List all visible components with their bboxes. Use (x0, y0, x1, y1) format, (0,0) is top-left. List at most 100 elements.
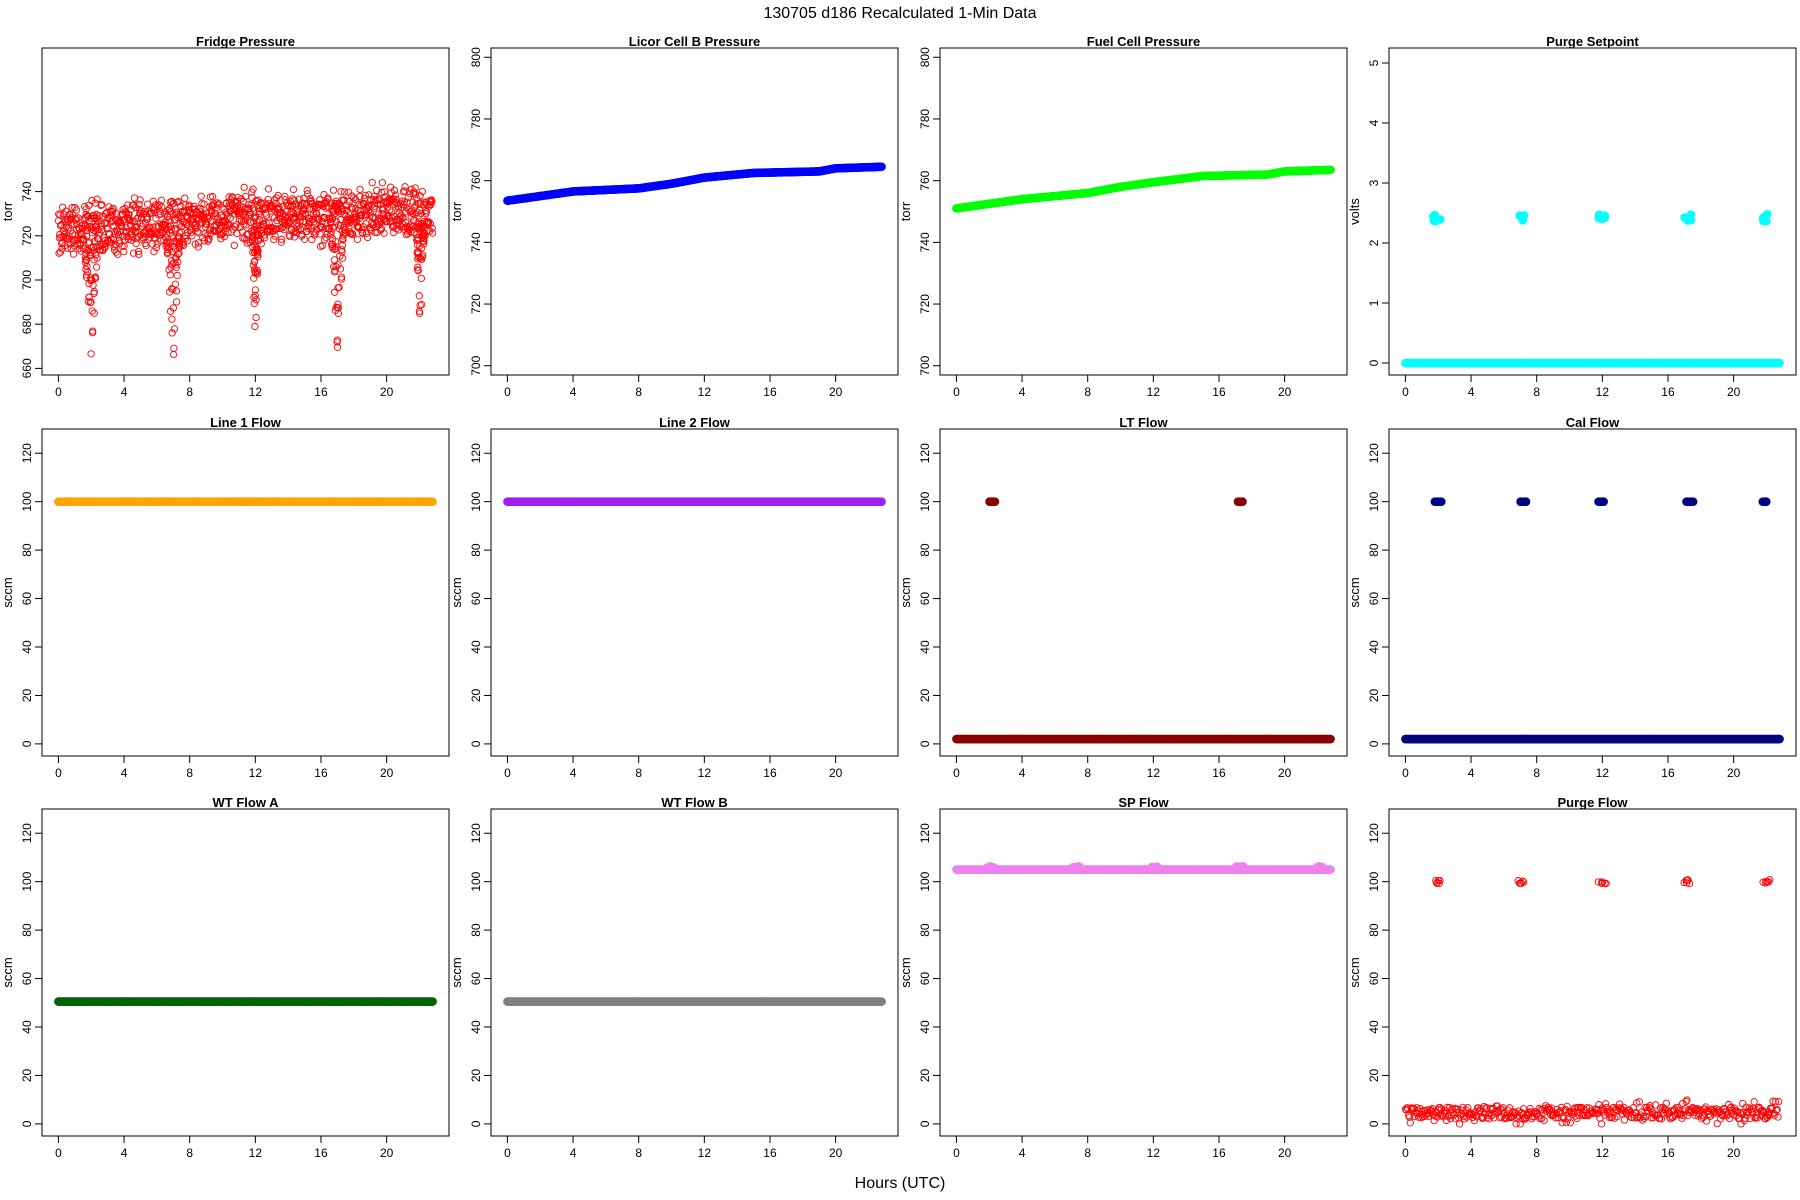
data-point (394, 204, 403, 212)
data-point (419, 240, 428, 248)
data-point (173, 198, 181, 206)
panel-title: Licor Cell B Pressure (629, 34, 761, 49)
x-tick-label: 20 (1727, 385, 1741, 399)
data-point (92, 214, 101, 222)
data-point (169, 234, 178, 242)
data-point (336, 225, 344, 233)
data-point (328, 235, 337, 243)
x-tick-label: 0 (55, 385, 62, 399)
y-tick-label: 40 (469, 640, 483, 654)
data-point (168, 248, 176, 256)
series-points (952, 165, 1335, 213)
series-points (503, 162, 886, 206)
y-tick-label: 60 (20, 592, 34, 606)
data-point (416, 199, 425, 207)
data-point (241, 205, 249, 213)
x-tick-label: 12 (249, 1146, 263, 1160)
data-point (379, 210, 388, 218)
data-point (254, 247, 262, 255)
x-tick-label: 8 (635, 766, 642, 780)
y-tick-label: 0 (918, 740, 932, 747)
data-point (420, 237, 428, 245)
data-point (170, 325, 179, 333)
data-point (123, 227, 131, 235)
data-point (234, 193, 242, 202)
data-point (268, 201, 276, 209)
data-point (122, 228, 130, 237)
data-point (167, 222, 175, 230)
data-point (1775, 734, 1784, 744)
x-tick-label: 8 (186, 1146, 193, 1160)
series-points (54, 179, 437, 359)
data-point (166, 271, 174, 279)
data-point (92, 242, 100, 251)
data-point (336, 265, 345, 273)
y-tick-label: 100 (1367, 491, 1381, 511)
data-point (356, 207, 365, 215)
data-point (388, 214, 396, 222)
data-point (163, 238, 171, 247)
x-tick-label: 8 (1533, 385, 1540, 399)
data-point (373, 228, 381, 237)
data-point (85, 293, 93, 301)
data-point (239, 197, 247, 206)
data-point (169, 285, 177, 293)
y-tick-label: 40 (1367, 640, 1381, 654)
data-point (87, 350, 95, 358)
panel-title: Line 1 Flow (210, 415, 282, 430)
y-axis-label: torr (0, 201, 15, 221)
data-point (193, 228, 202, 236)
data-point (362, 229, 371, 237)
y-tick-label: 120 (1367, 443, 1381, 463)
data-point (118, 222, 126, 231)
data-point (310, 217, 318, 226)
data-point (1685, 497, 1695, 506)
data-point (292, 201, 300, 209)
y-tick-label: 700 (469, 355, 483, 375)
data-point (415, 307, 424, 316)
data-point (90, 288, 98, 296)
data-point (112, 248, 120, 256)
data-point (178, 207, 187, 216)
y-tick-label: 20 (918, 688, 932, 702)
data-point (327, 231, 335, 239)
data-point (144, 200, 152, 208)
data-point (174, 197, 183, 206)
y-tick-label: 120 (20, 443, 34, 463)
data-point (289, 185, 298, 194)
data-point (333, 338, 341, 346)
data-point (98, 226, 106, 234)
data-point (337, 275, 346, 283)
data-point (188, 232, 196, 240)
y-tick-label: 80 (469, 543, 483, 557)
data-point (877, 497, 886, 506)
x-tick-label: 4 (1019, 385, 1026, 399)
data-point (251, 322, 259, 331)
data-point (372, 219, 381, 228)
y-tick-label: 80 (1367, 543, 1381, 557)
data-point (334, 300, 342, 308)
data-point (380, 188, 388, 196)
data-point (877, 162, 886, 172)
data-point (82, 249, 90, 258)
series-points (1401, 497, 1784, 744)
x-tick-label: 16 (1212, 766, 1226, 780)
y-tick-label: 100 (20, 491, 34, 511)
data-point (84, 268, 92, 276)
x-tick-label: 16 (314, 385, 328, 399)
data-point (368, 179, 376, 187)
y-tick-label: 0 (1367, 740, 1381, 747)
data-point (385, 214, 394, 223)
data-point (183, 237, 192, 245)
data-point (331, 267, 339, 275)
data-point (301, 205, 309, 214)
data-point (321, 213, 329, 222)
data-point (404, 193, 412, 202)
data-point (332, 263, 340, 271)
data-point (130, 201, 138, 209)
data-point (290, 196, 298, 205)
data-point (135, 205, 144, 214)
data-point (196, 204, 204, 213)
data-point (1596, 497, 1606, 506)
